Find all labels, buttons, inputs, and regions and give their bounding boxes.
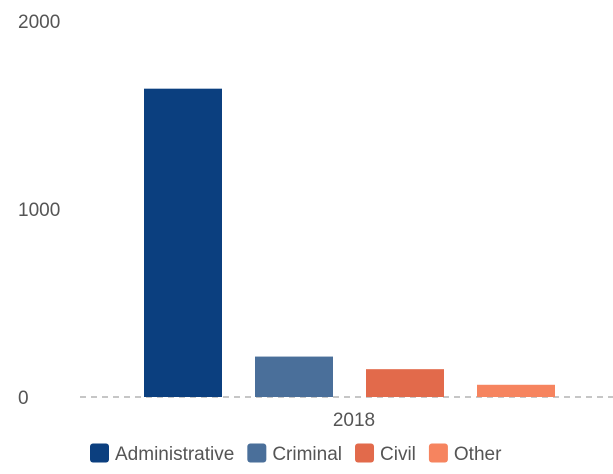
legend-label: Criminal bbox=[272, 444, 342, 465]
legend-swatch bbox=[355, 443, 375, 463]
x-axis-ticks: 2018 bbox=[333, 410, 375, 431]
legend-item-civil: Civil bbox=[355, 443, 416, 465]
bars bbox=[144, 88, 555, 398]
y-tick-label: 1000 bbox=[18, 200, 60, 221]
legend-swatch bbox=[90, 443, 109, 463]
bar-civil bbox=[366, 369, 444, 397]
legend-item-criminal: Criminal bbox=[247, 443, 342, 465]
legend-swatch bbox=[428, 443, 448, 463]
legend-label: Other bbox=[454, 444, 502, 465]
y-axis-ticks: 0 1000 2000 bbox=[18, 12, 60, 409]
bar-administrative bbox=[144, 88, 222, 398]
legend-item-administrative: Administrative bbox=[90, 443, 234, 465]
bar-other bbox=[477, 384, 555, 397]
legend-label: Administrative bbox=[115, 444, 234, 465]
y-tick-label: 0 bbox=[18, 388, 29, 409]
legend: Administrative Criminal Civil Other bbox=[90, 443, 502, 465]
legend-label: Civil bbox=[380, 444, 416, 465]
legend-swatch bbox=[247, 443, 267, 463]
bar-criminal bbox=[255, 356, 333, 397]
y-tick-label: 2000 bbox=[18, 12, 60, 33]
x-tick-label: 2018 bbox=[333, 410, 375, 431]
legend-item-other: Other bbox=[428, 443, 502, 465]
